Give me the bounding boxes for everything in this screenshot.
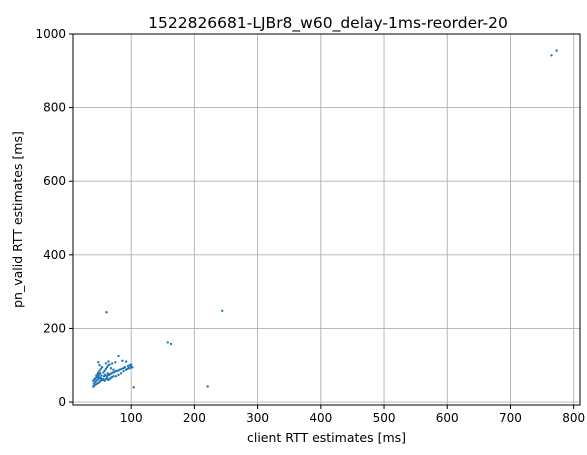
y-axis-label: pn_valid RTT estimates [ms]	[10, 131, 25, 308]
data-point	[220, 309, 224, 312]
x-axis-label: client RTT estimates [ms]	[247, 430, 406, 445]
data-point	[112, 368, 115, 371]
data-point	[107, 360, 110, 363]
x-tick-label: 800	[562, 411, 585, 425]
data-point	[131, 366, 134, 369]
data-point	[99, 367, 103, 371]
data-point	[99, 376, 103, 380]
data-point	[104, 373, 107, 377]
data-point	[128, 366, 132, 370]
data-point	[126, 367, 129, 371]
data-point	[119, 372, 123, 375]
x-tick-label: 400	[309, 411, 332, 425]
data-point	[104, 362, 108, 365]
x-tick-label: 700	[499, 411, 522, 425]
data-point	[123, 365, 127, 369]
y-tick-label: 400	[43, 248, 66, 262]
data-point	[124, 360, 128, 363]
y-tick-label: 600	[43, 174, 66, 188]
data-point	[122, 369, 125, 373]
x-tick-label: 500	[373, 411, 396, 425]
data-point	[112, 375, 115, 378]
data-point	[114, 361, 117, 364]
data-point	[108, 363, 111, 366]
data-point	[109, 366, 113, 370]
data-point	[105, 311, 108, 314]
data-point	[104, 367, 108, 371]
y-tick-label: 200	[43, 321, 66, 335]
chart-title: 1522826681-LJBr8_w60_delay-1ms-reorder-2…	[148, 14, 508, 33]
x-tick-label: 100	[120, 411, 143, 425]
data-point	[206, 385, 209, 388]
data-point	[105, 365, 109, 369]
data-point	[98, 369, 101, 372]
y-tick-label: 1000	[35, 27, 66, 41]
data-point	[105, 376, 109, 380]
y-tick-label: 800	[43, 101, 66, 115]
data-point	[117, 354, 120, 358]
y-axis-ticks: 0 200 400 600 800 1000	[35, 27, 73, 409]
data-point	[126, 364, 130, 368]
data-point	[110, 362, 114, 365]
data-point	[97, 361, 100, 364]
data-point	[118, 368, 121, 371]
data-point	[169, 342, 173, 346]
data-point	[102, 371, 105, 374]
data-point	[106, 372, 109, 375]
y-tick-label: 0	[58, 395, 66, 409]
data-point	[129, 363, 133, 366]
data-point	[166, 341, 170, 344]
data-point	[98, 372, 102, 375]
data-point	[111, 371, 115, 374]
x-tick-label: 300	[246, 411, 269, 425]
data-point	[114, 375, 118, 378]
data-point	[117, 373, 120, 377]
x-tick-label: 200	[183, 411, 206, 425]
plot-frame	[72, 33, 581, 406]
grid-layer	[73, 33, 580, 405]
data-points	[92, 49, 558, 389]
data-point	[121, 359, 124, 363]
data-point	[92, 382, 96, 385]
data-point	[550, 54, 553, 57]
x-axis-ticks: 100 200 300 400 500 600 700 800	[120, 405, 585, 425]
data-point	[98, 364, 101, 367]
data-point	[132, 386, 135, 389]
data-point	[100, 365, 104, 369]
data-point	[103, 369, 106, 372]
data-point	[100, 374, 103, 377]
data-point	[555, 49, 558, 52]
data-point	[120, 367, 123, 371]
x-tick-label: 600	[436, 411, 459, 425]
